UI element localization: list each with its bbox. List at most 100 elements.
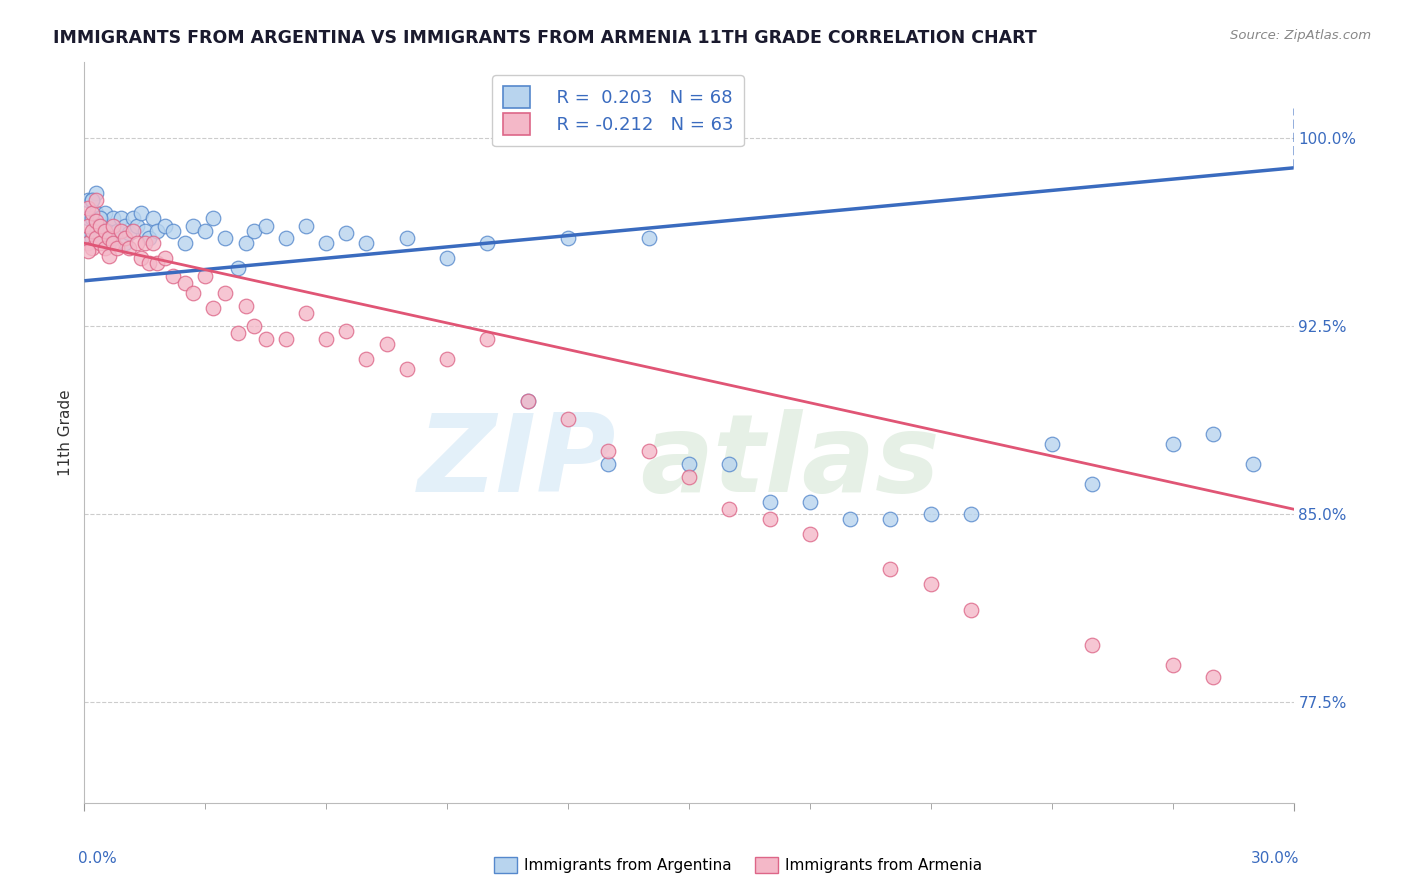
Point — [114, 219, 136, 233]
Point — [395, 361, 418, 376]
Point — [516, 394, 538, 409]
Point — [678, 469, 700, 483]
Text: 30.0%: 30.0% — [1251, 851, 1299, 866]
Point — [718, 457, 741, 471]
Point — [86, 226, 108, 240]
Point — [295, 219, 318, 233]
Point — [235, 299, 257, 313]
Point — [1161, 437, 1184, 451]
Point — [77, 244, 100, 258]
Point — [77, 201, 100, 215]
Point — [181, 219, 204, 233]
Point — [82, 206, 104, 220]
Legend: Immigrants from Argentina, Immigrants from Armenia: Immigrants from Argentina, Immigrants fr… — [488, 851, 988, 880]
Point — [142, 211, 165, 225]
Point — [129, 251, 152, 265]
Point — [86, 219, 108, 233]
Point — [718, 502, 741, 516]
Point — [1040, 437, 1063, 451]
Point — [97, 236, 120, 251]
Point — [77, 194, 100, 208]
Point — [93, 206, 115, 220]
Point — [920, 577, 942, 591]
Point — [637, 444, 659, 458]
Point — [1202, 426, 1225, 441]
Point — [254, 219, 277, 233]
Point — [101, 231, 124, 245]
Point — [879, 562, 901, 576]
Point — [89, 231, 111, 245]
Point — [315, 236, 337, 251]
Point — [356, 236, 378, 251]
Point — [315, 331, 337, 345]
Point — [114, 236, 136, 251]
Point — [598, 457, 620, 471]
Point — [254, 331, 277, 345]
Point — [1081, 477, 1104, 491]
Point — [637, 231, 659, 245]
Point — [557, 412, 579, 426]
Point — [101, 236, 124, 251]
Point — [101, 219, 124, 233]
Point — [97, 219, 120, 233]
Point — [86, 213, 108, 227]
Point — [960, 602, 983, 616]
Point — [142, 236, 165, 251]
Point — [129, 206, 152, 220]
Text: 0.0%: 0.0% — [79, 851, 117, 866]
Point — [799, 494, 821, 508]
Point — [118, 226, 141, 240]
Point — [202, 301, 225, 316]
Point — [242, 318, 264, 333]
Point — [134, 224, 156, 238]
Point — [758, 512, 780, 526]
Text: ZIP: ZIP — [418, 409, 616, 516]
Point — [557, 231, 579, 245]
Point — [82, 194, 104, 208]
Point — [118, 241, 141, 255]
Point — [242, 224, 264, 238]
Point — [174, 236, 197, 251]
Point — [138, 231, 160, 245]
Point — [181, 286, 204, 301]
Point — [678, 457, 700, 471]
Point — [395, 231, 418, 245]
Point — [214, 231, 236, 245]
Point — [1241, 457, 1264, 471]
Point — [82, 211, 104, 225]
Point — [235, 236, 257, 251]
Point — [839, 512, 862, 526]
Point — [226, 326, 249, 341]
Point — [194, 268, 217, 283]
Point — [153, 219, 176, 233]
Point — [1161, 657, 1184, 672]
Point — [93, 224, 115, 238]
Point — [93, 224, 115, 238]
Point — [89, 211, 111, 225]
Point — [274, 331, 297, 345]
Point — [77, 219, 100, 233]
Point — [97, 249, 120, 263]
Point — [436, 351, 458, 366]
Point — [110, 224, 132, 238]
Point — [162, 224, 184, 238]
Point — [101, 211, 124, 225]
Point — [121, 211, 143, 225]
Point — [121, 224, 143, 238]
Point — [162, 268, 184, 283]
Point — [194, 224, 217, 238]
Point — [295, 306, 318, 320]
Point — [477, 331, 499, 345]
Point — [138, 256, 160, 270]
Point — [335, 324, 357, 338]
Point — [1081, 638, 1104, 652]
Point — [920, 507, 942, 521]
Point — [77, 211, 100, 225]
Point — [93, 241, 115, 255]
Point — [214, 286, 236, 301]
Point — [86, 194, 108, 208]
Text: Source: ZipAtlas.com: Source: ZipAtlas.com — [1230, 29, 1371, 42]
Point — [82, 231, 104, 245]
Text: atlas: atlas — [641, 409, 941, 516]
Point — [89, 211, 111, 225]
